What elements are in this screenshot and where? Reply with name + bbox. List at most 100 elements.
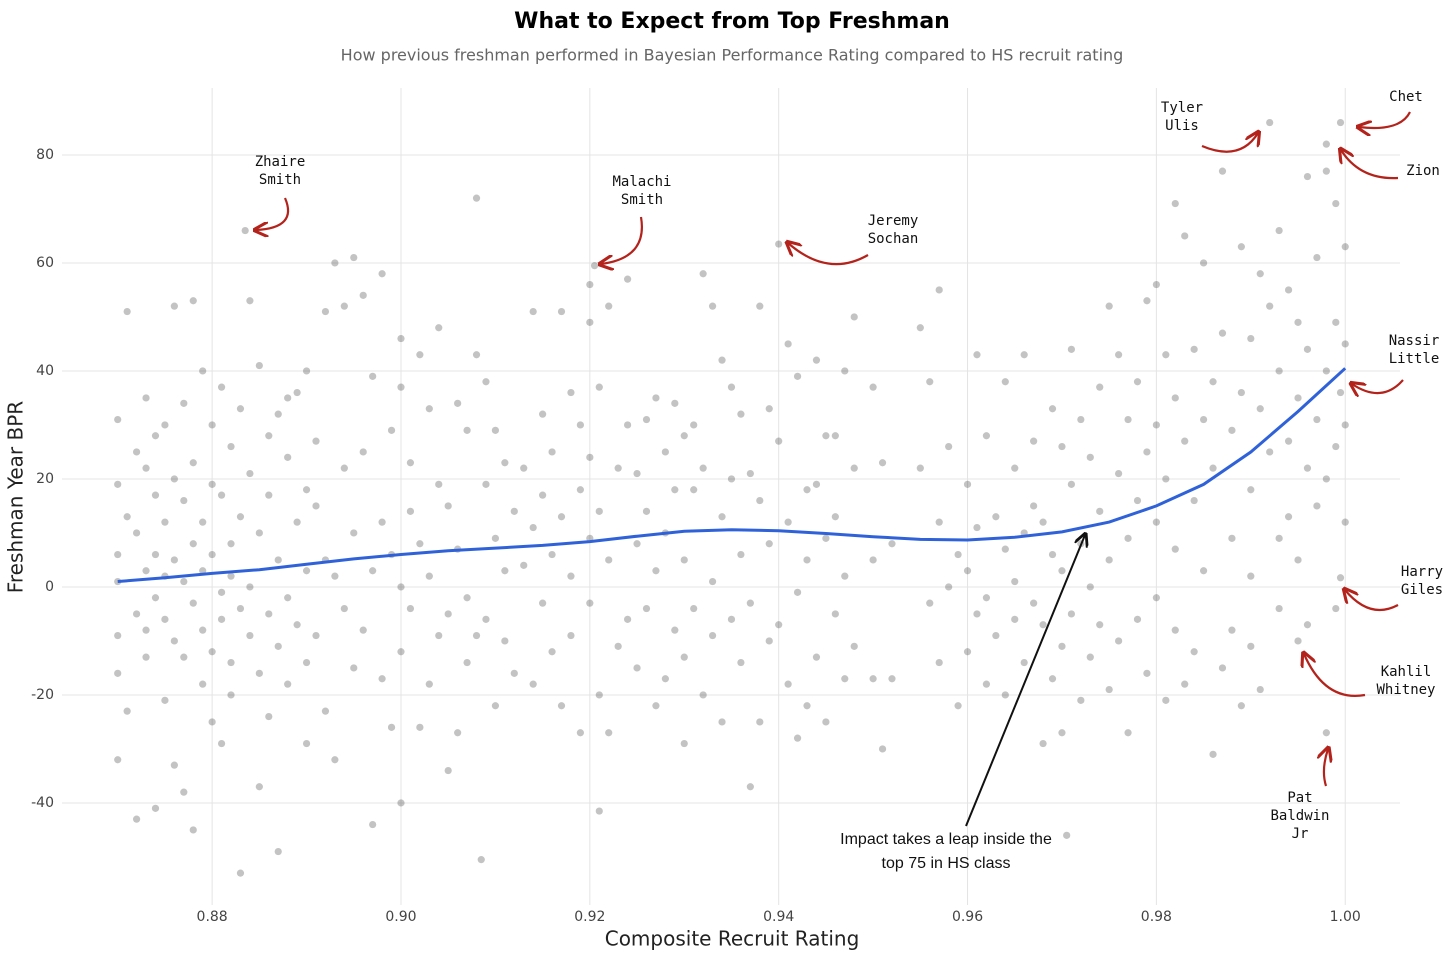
point	[208, 648, 216, 656]
point	[246, 469, 254, 478]
point	[831, 610, 839, 618]
point	[595, 691, 603, 699]
point	[973, 610, 981, 618]
annotation-text: Little	[1389, 351, 1440, 367]
point	[916, 324, 924, 332]
point	[1256, 405, 1264, 413]
point	[1171, 626, 1179, 634]
point	[1077, 696, 1085, 704]
point	[746, 469, 754, 478]
point	[916, 464, 924, 472]
point	[642, 604, 651, 613]
point	[1322, 167, 1330, 175]
point	[132, 815, 141, 823]
point	[699, 464, 707, 472]
point	[284, 394, 292, 402]
point	[746, 599, 754, 607]
point	[557, 513, 566, 521]
point	[746, 783, 754, 791]
point	[1237, 388, 1245, 397]
y-tick-label: 60	[36, 255, 54, 271]
point	[208, 718, 216, 726]
point	[529, 307, 537, 316]
point	[435, 631, 443, 640]
point	[784, 340, 792, 348]
point	[793, 372, 802, 380]
point	[652, 567, 660, 575]
point	[737, 410, 745, 418]
point	[1048, 675, 1057, 683]
point	[255, 529, 263, 537]
point	[775, 437, 783, 445]
point	[1020, 658, 1028, 667]
point	[576, 486, 584, 494]
point	[1063, 831, 1071, 839]
point	[1275, 604, 1283, 613]
point	[170, 761, 178, 769]
point	[1001, 545, 1009, 553]
point	[1124, 534, 1132, 542]
point	[539, 491, 547, 499]
point	[1284, 286, 1293, 294]
point	[1181, 232, 1189, 240]
point	[831, 513, 839, 521]
point	[529, 680, 537, 688]
point	[1096, 383, 1104, 391]
point	[255, 361, 263, 370]
x-tick-label: 0.90	[385, 909, 416, 925]
point	[595, 807, 603, 815]
annotation-arrow	[256, 197, 290, 230]
y-tick-label: 80	[36, 147, 54, 163]
point	[1266, 302, 1274, 310]
point	[142, 394, 150, 402]
point	[973, 523, 981, 532]
point	[1266, 118, 1274, 127]
point	[784, 518, 792, 526]
point	[661, 448, 669, 456]
point	[708, 302, 717, 310]
point	[567, 631, 575, 640]
point	[1256, 685, 1264, 694]
point	[1247, 642, 1255, 650]
point	[614, 464, 622, 472]
point	[1096, 621, 1104, 629]
annotation-text: Harry	[1401, 564, 1443, 580]
point	[1275, 534, 1283, 542]
point	[1011, 577, 1019, 586]
point	[973, 351, 981, 359]
point	[189, 297, 197, 305]
point	[671, 486, 679, 494]
point	[274, 410, 282, 418]
point	[189, 540, 197, 548]
x-tick-label: 0.94	[763, 909, 794, 925]
annotation-arrow	[1201, 133, 1258, 153]
point	[1199, 567, 1208, 575]
point	[529, 523, 537, 532]
point	[841, 367, 849, 375]
annotation-arrow	[788, 243, 869, 266]
point	[945, 442, 953, 451]
point	[331, 756, 339, 764]
point	[501, 637, 509, 645]
point	[1266, 448, 1274, 456]
point	[1209, 464, 1217, 472]
point	[680, 653, 688, 661]
point	[501, 459, 509, 467]
point	[1313, 253, 1321, 262]
point	[1105, 556, 1113, 564]
point	[680, 432, 688, 440]
point	[302, 486, 311, 494]
point	[1190, 496, 1198, 505]
point	[548, 648, 556, 656]
annotation-text: Smith	[259, 172, 301, 188]
point	[454, 399, 462, 407]
point	[1322, 475, 1330, 483]
point	[378, 675, 386, 683]
point	[595, 383, 603, 391]
point	[217, 588, 226, 596]
point	[1218, 664, 1227, 672]
point	[444, 610, 452, 618]
point	[963, 567, 972, 575]
point	[359, 448, 367, 456]
point	[765, 540, 773, 548]
